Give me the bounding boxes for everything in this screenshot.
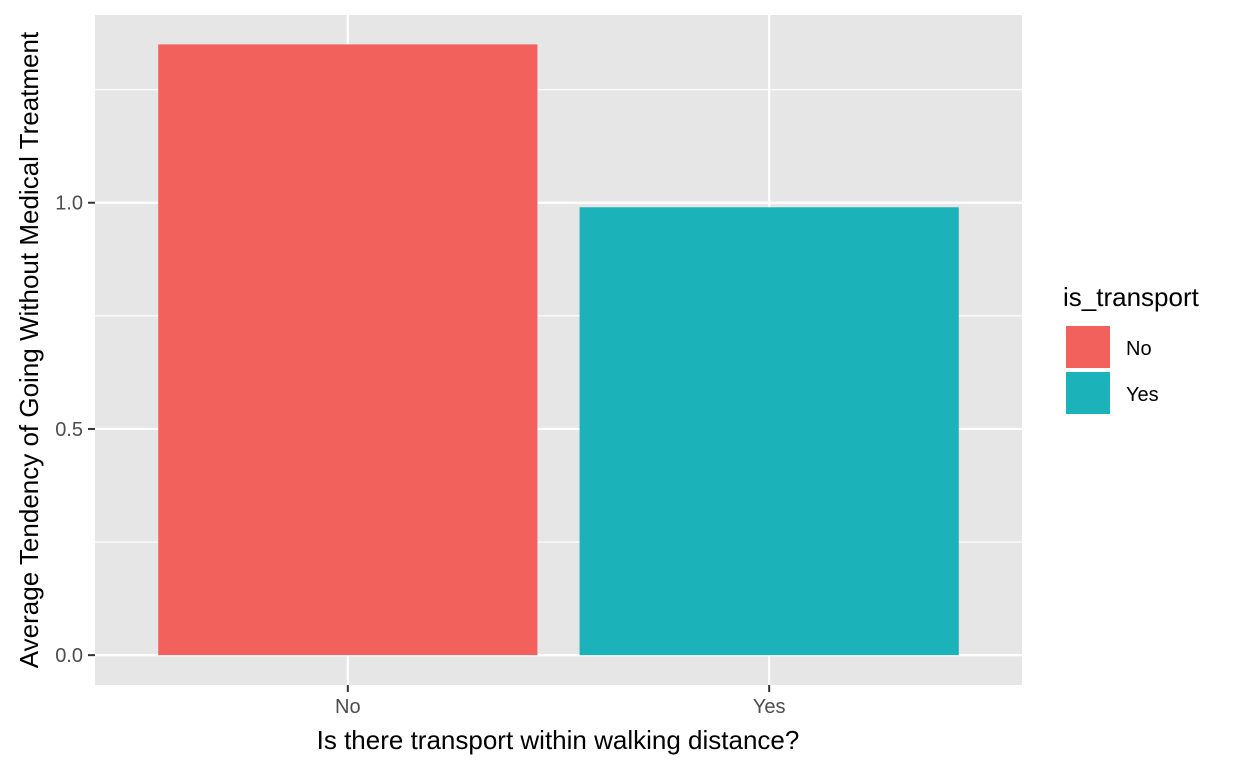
y-tick-label: 0.0 xyxy=(55,645,83,667)
y-tick-label: 1.0 xyxy=(55,193,83,215)
y-tick-label: 0.5 xyxy=(55,419,83,441)
y-axis-title: Average Tendency of Going Without Medica… xyxy=(14,31,44,668)
bar-no xyxy=(158,44,538,656)
x-axis: No Yes xyxy=(335,685,786,718)
legend-key-no xyxy=(1066,326,1110,368)
bar-yes xyxy=(579,207,959,656)
legend-label-yes: Yes xyxy=(1126,384,1159,406)
bars xyxy=(158,44,959,656)
legend-title: is_transport xyxy=(1063,282,1200,312)
legend-label-no: No xyxy=(1126,338,1152,360)
x-axis-title: Is there transport within walking distan… xyxy=(317,725,800,755)
x-tick-label: Yes xyxy=(753,696,786,718)
x-tick-label: No xyxy=(335,696,361,718)
y-axis: 0.0 0.5 1.0 xyxy=(55,193,95,667)
legend: is_transport No Yes xyxy=(1063,282,1200,414)
legend-key-yes xyxy=(1066,372,1110,414)
